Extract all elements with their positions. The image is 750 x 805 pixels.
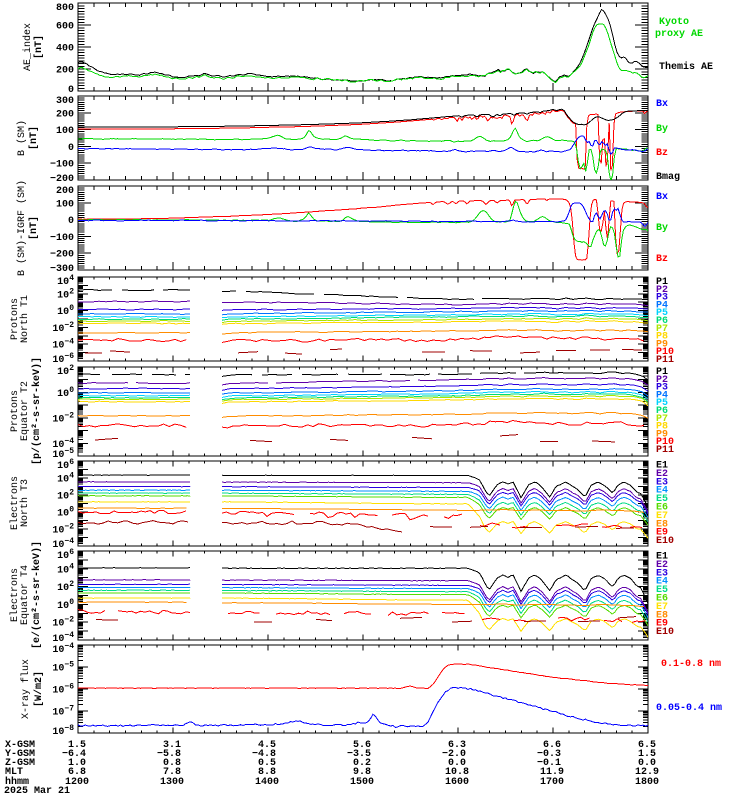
- svg-text:100: 100: [56, 126, 74, 137]
- svg-text:North T3: North T3: [19, 479, 31, 527]
- svg-text:P11: P11: [656, 355, 674, 366]
- svg-text:1700: 1700: [540, 777, 564, 788]
- svg-text:200: 200: [56, 66, 74, 77]
- svg-text:Bx: Bx: [656, 192, 668, 203]
- svg-text:−200: −200: [50, 250, 74, 261]
- svg-text:1400: 1400: [255, 777, 279, 788]
- svg-text:B (SM): B (SM): [16, 120, 28, 156]
- svg-text:300: 300: [56, 96, 74, 107]
- svg-text:1600: 1600: [445, 777, 469, 788]
- svg-text:Kyoto: Kyoto: [659, 17, 689, 28]
- svg-text:E10: E10: [656, 536, 674, 547]
- svg-text:[W/m2]: [W/m2]: [33, 671, 45, 707]
- svg-text:By: By: [656, 124, 668, 135]
- svg-text:[nT]: [nT]: [28, 126, 40, 150]
- svg-text:By: By: [656, 223, 668, 234]
- svg-text:600: 600: [56, 22, 74, 33]
- svg-text:2025 Mar 21: 2025 Mar 21: [4, 786, 70, 797]
- svg-text:AE_index: AE_index: [22, 23, 34, 71]
- svg-text:1800: 1800: [635, 777, 659, 788]
- svg-text:0: 0: [68, 85, 74, 96]
- svg-text:North T1: North T1: [19, 295, 31, 343]
- svg-text:0.1-0.8 nm: 0.1-0.8 nm: [661, 659, 721, 670]
- svg-text:[p/(cm²-s-sr-keV)]: [p/(cm²-s-sr-keV)]: [31, 357, 43, 465]
- svg-text:[nT]: [nT]: [28, 216, 40, 240]
- svg-text:[e/(cm²-s-sr-keV)]: [e/(cm²-s-sr-keV)]: [31, 541, 43, 649]
- svg-text:Equator T2: Equator T2: [20, 381, 31, 441]
- svg-text:Equator T4: Equator T4: [20, 565, 31, 625]
- svg-text:Bx: Bx: [656, 99, 668, 110]
- svg-text:0.05-0.4 nm: 0.05-0.4 nm: [656, 703, 722, 714]
- svg-text:P11: P11: [656, 445, 674, 456]
- svg-text:[nT]: [nT]: [33, 35, 45, 59]
- svg-text:200: 200: [56, 186, 74, 197]
- svg-text:Bz: Bz: [656, 254, 668, 265]
- svg-text:0: 0: [68, 143, 74, 154]
- svg-text:800: 800: [56, 3, 74, 14]
- svg-text:−200: −200: [50, 174, 74, 185]
- svg-text:Bmag: Bmag: [656, 172, 680, 183]
- svg-text:Bz: Bz: [656, 148, 668, 159]
- svg-text:proxy AE: proxy AE: [655, 29, 703, 40]
- svg-text:1500: 1500: [350, 777, 374, 788]
- svg-text:100: 100: [56, 199, 74, 210]
- svg-text:X-ray flux: X-ray flux: [20, 659, 32, 719]
- svg-text:1300: 1300: [160, 777, 184, 788]
- svg-text:0: 0: [68, 216, 74, 227]
- svg-text:E10: E10: [656, 627, 674, 638]
- svg-text:400: 400: [56, 44, 74, 55]
- svg-text:−100: −100: [50, 160, 74, 171]
- svg-text:B (SM)-IGRF (SM): B (SM)-IGRF (SM): [16, 180, 28, 276]
- svg-text:200: 200: [56, 109, 74, 120]
- svg-text:−100: −100: [50, 233, 74, 244]
- svg-text:Themis AE: Themis AE: [659, 61, 713, 73]
